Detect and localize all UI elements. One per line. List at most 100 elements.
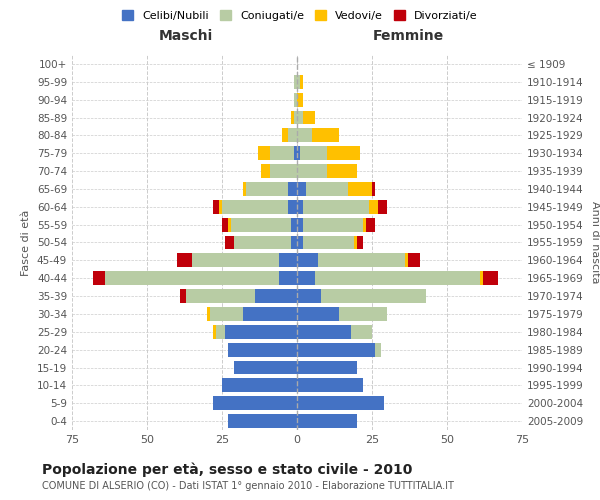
Bar (297, 307, 339, 321)
Text: Femmine: Femmine (373, 28, 443, 42)
Bar (321, 289, 426, 303)
Bar (300, 146, 327, 160)
Bar (288, 200, 297, 214)
Bar (297, 182, 306, 196)
Bar (297, 146, 300, 160)
Bar (297, 325, 351, 339)
Bar (216, 325, 225, 339)
Bar (408, 254, 420, 268)
Bar (222, 200, 288, 214)
Bar (288, 128, 297, 142)
Bar (270, 164, 297, 178)
Bar (300, 75, 303, 89)
Bar (279, 271, 297, 285)
Bar (234, 360, 297, 374)
Bar (234, 236, 291, 250)
Bar (291, 236, 297, 250)
Bar (213, 325, 216, 339)
Bar (105, 271, 279, 285)
Bar (222, 378, 297, 392)
Bar (354, 236, 357, 250)
Bar (297, 396, 384, 410)
Bar (297, 289, 321, 303)
Bar (213, 396, 297, 410)
Bar (180, 289, 186, 303)
Bar (480, 271, 483, 285)
Bar (213, 200, 219, 214)
Bar (327, 164, 357, 178)
Bar (312, 128, 339, 142)
Bar (297, 218, 303, 232)
Bar (228, 342, 297, 356)
Bar (297, 164, 327, 178)
Bar (303, 218, 363, 232)
Bar (366, 218, 375, 232)
Bar (297, 236, 303, 250)
Bar (297, 200, 303, 214)
Bar (297, 128, 312, 142)
Bar (225, 325, 297, 339)
Bar (207, 307, 210, 321)
Bar (378, 200, 387, 214)
Bar (294, 110, 297, 124)
Bar (177, 254, 192, 268)
Bar (261, 164, 270, 178)
Y-axis label: Fasce di età: Fasce di età (22, 210, 31, 276)
Bar (297, 75, 300, 89)
Bar (297, 92, 303, 106)
Bar (288, 182, 297, 196)
Bar (357, 236, 363, 250)
Bar (210, 307, 243, 321)
Bar (255, 289, 297, 303)
Bar (186, 289, 255, 303)
Bar (375, 342, 381, 356)
Bar (351, 325, 372, 339)
Bar (327, 146, 360, 160)
Bar (258, 146, 270, 160)
Bar (294, 92, 297, 106)
Bar (303, 200, 369, 214)
Bar (297, 414, 357, 428)
Bar (243, 182, 246, 196)
Bar (303, 236, 354, 250)
Bar (93, 271, 105, 285)
Text: Popolazione per età, sesso e stato civile - 2010: Popolazione per età, sesso e stato civil… (42, 462, 412, 477)
Bar (294, 146, 297, 160)
Bar (297, 254, 318, 268)
Bar (279, 254, 297, 268)
Bar (369, 200, 378, 214)
Text: COMUNE DI ALSERIO (CO) - Dati ISTAT 1° gennaio 2010 - Elaborazione TUTTITALIA.IT: COMUNE DI ALSERIO (CO) - Dati ISTAT 1° g… (42, 481, 454, 491)
Text: Maschi: Maschi (159, 28, 213, 42)
Bar (348, 182, 372, 196)
Bar (372, 182, 375, 196)
Bar (291, 110, 294, 124)
Bar (405, 254, 408, 268)
Bar (222, 218, 228, 232)
Legend: Celibi/Nubili, Coniugati/e, Vedovi/e, Divorziati/e: Celibi/Nubili, Coniugati/e, Vedovi/e, Di… (118, 6, 482, 25)
Bar (225, 236, 234, 250)
Bar (339, 307, 387, 321)
Bar (228, 218, 231, 232)
Bar (282, 128, 288, 142)
Bar (270, 146, 294, 160)
Bar (243, 307, 297, 321)
Bar (306, 182, 348, 196)
Bar (318, 254, 405, 268)
Y-axis label: Anni di nascita: Anni di nascita (590, 201, 600, 284)
Bar (363, 218, 366, 232)
Bar (231, 218, 291, 232)
Bar (294, 75, 297, 89)
Bar (192, 254, 279, 268)
Bar (246, 182, 288, 196)
Bar (297, 271, 315, 285)
Bar (483, 271, 498, 285)
Bar (315, 271, 480, 285)
Bar (297, 360, 357, 374)
Bar (297, 342, 375, 356)
Bar (297, 378, 363, 392)
Bar (219, 200, 222, 214)
Bar (228, 414, 297, 428)
Bar (297, 110, 303, 124)
Bar (303, 110, 315, 124)
Bar (291, 218, 297, 232)
